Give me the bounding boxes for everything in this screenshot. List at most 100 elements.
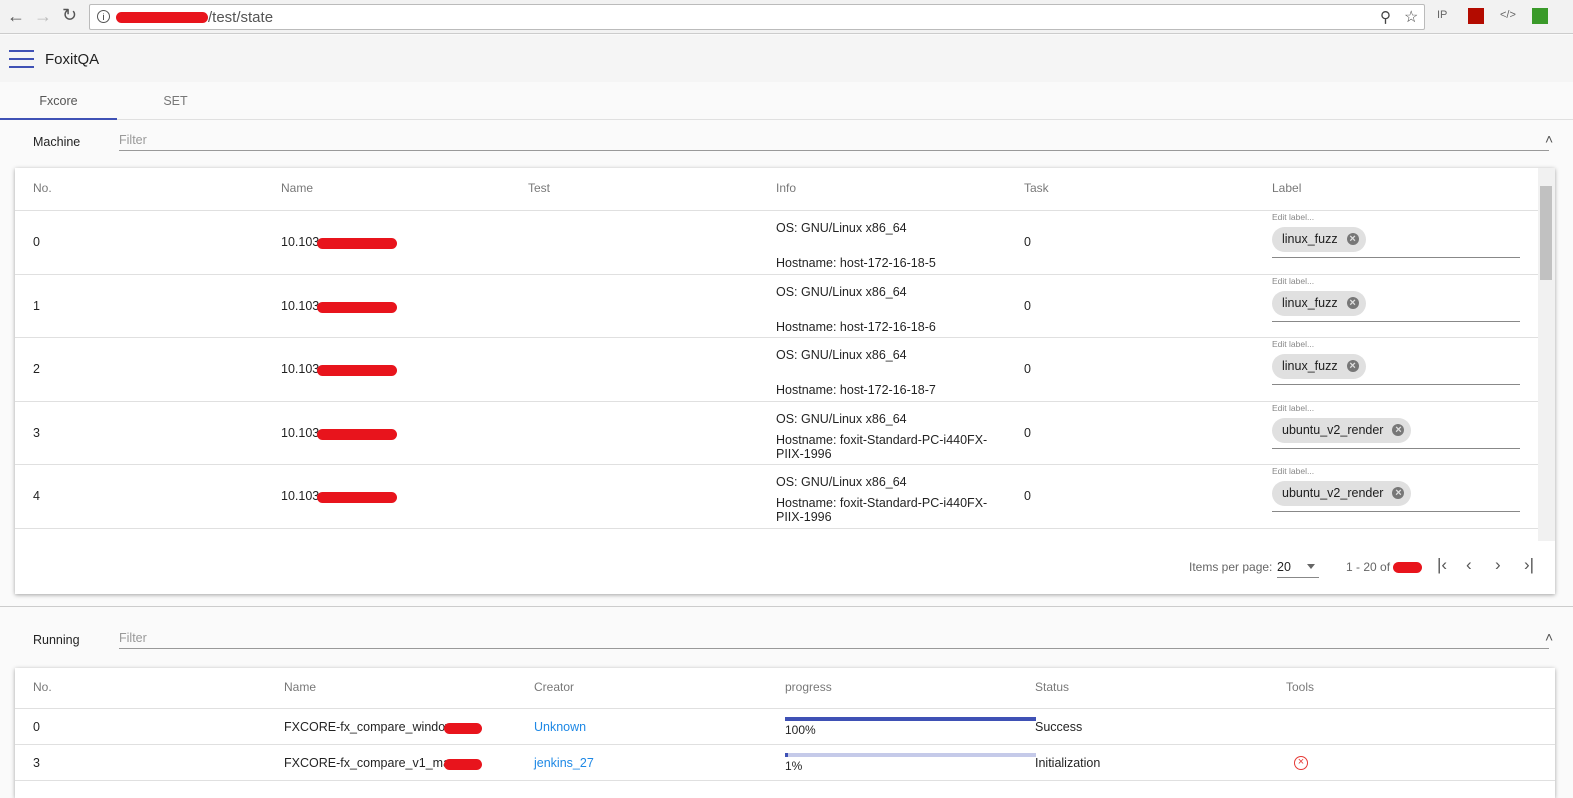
cell-info: OS: GNU/Linux x86_64 Hostname: foxit-Stan… xyxy=(776,412,1011,461)
redaction xyxy=(317,428,397,440)
cell-no: 3 xyxy=(33,756,40,770)
table-row: 0 FXCORE-fx_compare_window Unknown 100% Succ… xyxy=(15,709,1555,745)
os: OS: GNU/Linux x86_64 xyxy=(776,284,907,299)
ext-icon[interactable]: IP xyxy=(1437,9,1448,21)
table-row: 3 FXCORE-fx_compare_v1_mac_ jenkins_27 1% In… xyxy=(15,745,1555,781)
progress-track xyxy=(785,753,1036,757)
menu-button[interactable] xyxy=(9,50,34,68)
page-button[interactable]: › xyxy=(1495,555,1501,574)
label-underline xyxy=(1272,447,1520,449)
zoom-icon[interactable]: ⚲ xyxy=(1380,9,1391,26)
reload-button[interactable]: ↻ xyxy=(62,5,78,25)
label-chip[interactable]: ubuntu_v2_render xyxy=(1272,417,1412,443)
ext-icon[interactable]: </> xyxy=(1500,9,1516,21)
star-icon[interactable]: ☆ xyxy=(1404,9,1419,26)
page-button[interactable]: |‹ xyxy=(1437,555,1448,574)
os: OS: GNU/Linux x86_64 xyxy=(776,475,907,489)
page-button[interactable]: ›| xyxy=(1524,555,1535,574)
divider xyxy=(15,210,1538,211)
label-chip[interactable]: linux_fuzz xyxy=(1272,227,1366,252)
redaction xyxy=(116,12,208,23)
hostname: Hostname: host-172-16-18-6 xyxy=(776,319,936,334)
table-row: 3 10.103 OS: GNU/Linux x86_64 Hostname: fox… xyxy=(15,402,1538,465)
cell-no: 0 xyxy=(33,720,40,734)
table-row: 0 10.103 OS: GNU/Linux x86_64 Hostname: hos… xyxy=(15,211,1538,275)
progress-bar xyxy=(785,753,788,757)
cell-creator[interactable]: jenkins_27 xyxy=(534,756,594,770)
machine-card: No. Name Test Info Task Label 0 10.103 OS: GNU/L… xyxy=(15,168,1555,594)
column-header: No. xyxy=(33,680,52,694)
forward-button[interactable]: → xyxy=(34,6,52,26)
column-header: Test xyxy=(528,181,551,195)
cell-status: Initialization xyxy=(1035,756,1101,770)
label-chip[interactable]: linux_fuzz xyxy=(1272,290,1366,316)
cell-creator[interactable]: Unknown xyxy=(534,720,587,734)
label-hint: Edit label... xyxy=(1272,402,1315,413)
address-bar[interactable]: i /test/state ⚲ ☆ xyxy=(89,4,1425,30)
range-label: 1 - 20 of xyxy=(1346,560,1391,574)
tab[interactable]: SET xyxy=(163,94,188,108)
dropdown-arrow xyxy=(1307,564,1315,573)
progress-bar xyxy=(785,717,1036,721)
label-underline xyxy=(1272,320,1520,322)
filter-input[interactable]: Filter xyxy=(119,133,1549,151)
cell-info: OS: GNU/Linux x86_64 Hostname: host-172-1… xyxy=(776,285,1011,334)
column-header: Label xyxy=(1272,181,1302,195)
column-header: Info xyxy=(776,181,797,195)
table-body: 0 10.103 OS: GNU/Linux x86_64 Hostname: hos… xyxy=(15,211,1538,541)
tab-bar: Fxcore SET xyxy=(0,82,1573,120)
tab[interactable]: Fxcore xyxy=(0,82,117,120)
collapse-icon[interactable]: ˄ xyxy=(1545,629,1554,645)
column-header: Tools xyxy=(1286,680,1315,694)
os: OS: GNU/Linux x86_64 xyxy=(776,221,907,235)
collapse-icon[interactable]: ˄ xyxy=(1545,131,1554,147)
filter-input[interactable]: Filter xyxy=(119,631,1549,649)
running-card: No. Name Creator progress Status Tools 0 FXCORE… xyxy=(15,668,1555,798)
column-header: Name xyxy=(284,680,317,694)
label-chip[interactable]: ubuntu_v2_render xyxy=(1272,481,1412,506)
cell-no: 0 xyxy=(33,235,40,249)
divider xyxy=(15,708,1555,709)
cell-no: 2 xyxy=(33,362,40,376)
cell-status: Success xyxy=(1035,720,1083,734)
cell-no: 4 xyxy=(33,489,40,503)
cell-name: 10.103 xyxy=(281,235,320,249)
cell-task: 0 xyxy=(1024,362,1031,376)
cell-name: FXCORE-fx_compare_window xyxy=(284,720,455,734)
back-button[interactable]: ← xyxy=(7,6,25,26)
page-size-select[interactable]: 20 xyxy=(1277,560,1319,578)
column-header: progress xyxy=(785,680,832,694)
browser-toolbar: ← → ↻ i /test/state ⚲ ☆ IP </> xyxy=(0,0,1573,34)
app-header: FoxitQA xyxy=(0,35,1573,82)
cell-name: 10.103. xyxy=(281,489,323,503)
cell-info: OS: GNU/Linux x86_64 Hostname: host-172-1… xyxy=(776,221,1011,270)
column-header: No. xyxy=(33,181,52,195)
label-chip[interactable]: linux_fuzz xyxy=(1272,354,1366,379)
hostname: Hostname: foxit-Standard-PC-i440FX-PIIX-… xyxy=(776,432,988,461)
redaction xyxy=(444,759,482,770)
paginator-label: Items per page: xyxy=(1189,560,1273,574)
cell-task: 0 xyxy=(1024,235,1031,249)
scrollbar-thumb[interactable] xyxy=(1540,186,1552,280)
ext-icon[interactable] xyxy=(1532,8,1548,24)
hostname: Hostname: host-172-16-18-7 xyxy=(776,383,936,397)
redaction xyxy=(317,492,397,503)
column-header: Creator xyxy=(534,680,575,694)
label-hint: Edit label... xyxy=(1272,466,1315,476)
page-button[interactable]: ‹ xyxy=(1466,555,1472,574)
cancel-button[interactable]: × xyxy=(1294,756,1308,770)
label-underline xyxy=(1272,257,1520,258)
table-row: 4 10.103. OS: GNU/Linux x86_64 Hostname: fo… xyxy=(15,465,1538,529)
ext-icon[interactable] xyxy=(1468,8,1484,24)
info-icon: i xyxy=(97,10,110,23)
redaction xyxy=(444,723,482,734)
cell-info: OS: GNU/Linux x86_64 Hostname: foxit-Stan… xyxy=(776,475,1011,524)
cell-task: 0 xyxy=(1024,489,1031,503)
cell-no: 1 xyxy=(33,298,40,313)
section-label: Running xyxy=(33,633,80,647)
cell-name: 10.103 xyxy=(281,425,320,440)
label-hint: Edit label... xyxy=(1272,275,1315,286)
column-header: Name xyxy=(281,181,314,195)
